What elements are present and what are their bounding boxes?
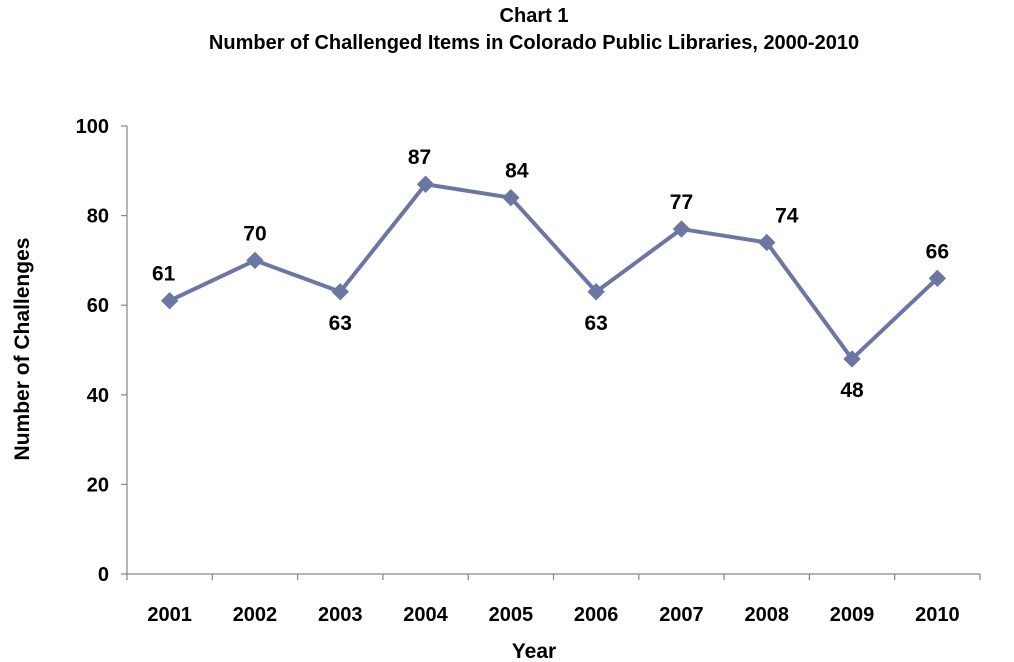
y-tick-label: 60 bbox=[87, 295, 109, 317]
chart-subtitle: Number of Challenged Items in Colorado P… bbox=[209, 32, 859, 54]
y-tick-label: 0 bbox=[98, 564, 109, 586]
x-tick-label: 2004 bbox=[403, 604, 448, 626]
series-line bbox=[167, 182, 940, 361]
x-axis-title: Year bbox=[512, 640, 556, 662]
data-label: 63 bbox=[329, 312, 352, 335]
data-point-marker bbox=[502, 188, 520, 207]
x-tick-label: 2002 bbox=[233, 604, 278, 626]
data-point-marker bbox=[160, 292, 179, 310]
x-tick-label: 2005 bbox=[489, 604, 534, 626]
data-label: 66 bbox=[926, 240, 949, 263]
data-label: 63 bbox=[584, 312, 607, 335]
data-point-marker bbox=[331, 283, 349, 301]
y-tick-label: 20 bbox=[87, 474, 109, 496]
x-tick-label: 2003 bbox=[318, 604, 363, 626]
data-label: 70 bbox=[243, 222, 266, 245]
y-tick-label: 40 bbox=[87, 385, 109, 407]
data-point-marker bbox=[928, 269, 947, 288]
data-label: 84 bbox=[505, 160, 529, 183]
x-tick-label: 2009 bbox=[830, 604, 875, 626]
data-label: 74 bbox=[775, 204, 799, 227]
x-tick-label: 2008 bbox=[745, 604, 790, 626]
data-point-marker bbox=[246, 251, 264, 270]
data-label: 77 bbox=[670, 191, 693, 214]
y-axis-ticks: 0 20 40 60 80 100 bbox=[76, 116, 127, 586]
x-tick-label: 2007 bbox=[659, 604, 704, 626]
data-point-marker bbox=[843, 350, 861, 368]
data-point-marker bbox=[758, 233, 776, 252]
y-tick-label: 80 bbox=[87, 206, 109, 228]
x-tick-label: 2010 bbox=[915, 604, 960, 626]
data-label: 48 bbox=[840, 379, 864, 402]
data-point-marker bbox=[416, 175, 435, 193]
chart-title: Chart 1 bbox=[500, 5, 569, 27]
series-layer bbox=[160, 175, 947, 368]
data-label: 61 bbox=[152, 263, 176, 286]
x-tick-label: 2001 bbox=[147, 604, 192, 626]
data-labels: 61 70 63 87 84 63 77 74 48 66 bbox=[152, 146, 949, 402]
x-tick-label: 2006 bbox=[574, 604, 619, 626]
data-label: 87 bbox=[408, 146, 431, 169]
y-tick-label: 100 bbox=[76, 116, 109, 138]
data-point-marker bbox=[672, 220, 691, 238]
x-axis-ticks: 2001 2002 2003 2004 2005 2006 2007 2008 2009 2010 bbox=[126, 574, 981, 626]
y-axis-title: Number of Challenges bbox=[11, 238, 34, 461]
data-point-marker bbox=[587, 283, 605, 301]
